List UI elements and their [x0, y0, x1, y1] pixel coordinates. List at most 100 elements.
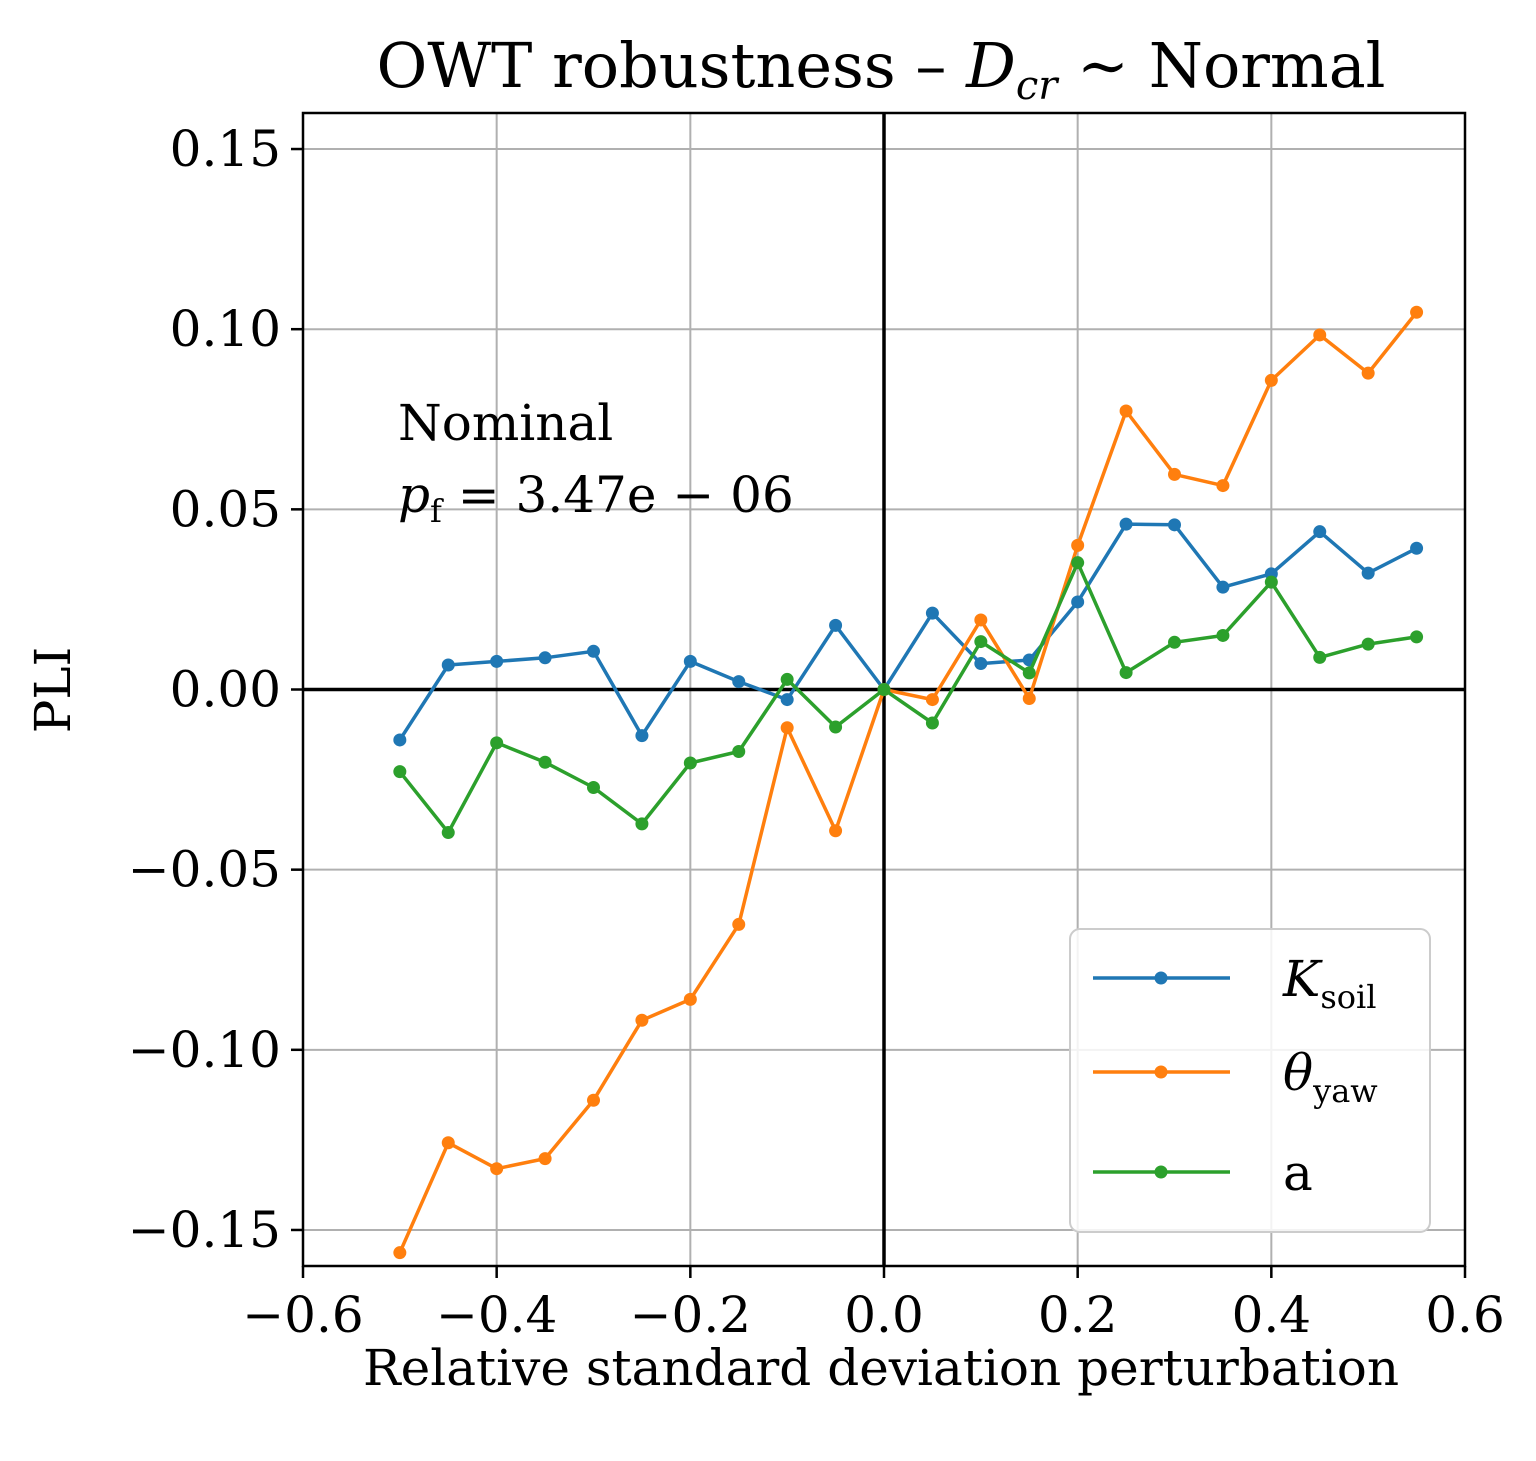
data-point	[490, 654, 504, 668]
data-point	[1168, 467, 1181, 481]
data-point	[635, 729, 649, 743]
y-tick-label: 0.00	[170, 661, 281, 719]
series-a	[393, 556, 1424, 840]
data-point	[1410, 541, 1424, 555]
data-point	[732, 744, 746, 758]
legend-label-k-soil: Ksoil	[1282, 950, 1377, 1016]
data-point	[1071, 556, 1085, 570]
data-point	[393, 1246, 407, 1260]
data-point	[1071, 595, 1085, 609]
data-point	[732, 675, 746, 689]
x-tick-label: −0.4	[436, 1286, 557, 1344]
legend-label-theta-yaw: θyaw	[1283, 1044, 1378, 1110]
y-tick-label: 0.10	[170, 300, 281, 358]
data-point	[683, 756, 697, 770]
data-point	[635, 817, 649, 831]
y-tick-label: 0.15	[170, 120, 281, 178]
legend-marker-a	[1154, 1165, 1168, 1179]
data-point	[683, 992, 697, 1006]
data-point	[393, 765, 407, 779]
data-point	[974, 657, 988, 671]
data-point	[1168, 518, 1181, 532]
data-point	[1216, 479, 1230, 493]
data-point	[1313, 328, 1327, 342]
data-point	[441, 1136, 455, 1150]
chart-title: OWT robustness – Dcr ∼ Normal	[376, 29, 1385, 109]
data-point	[1071, 538, 1085, 552]
data-point	[925, 693, 939, 707]
data-point	[1361, 566, 1375, 580]
data-point	[1264, 373, 1278, 387]
y-tick-label: 0.05	[170, 480, 281, 538]
legend-marker-k-soil	[1154, 971, 1168, 985]
data-point	[490, 736, 504, 750]
y-tick-label: −0.10	[128, 1021, 281, 1079]
data-point	[1022, 666, 1036, 680]
legend-item-k-soil: Ksoil	[1093, 950, 1377, 1016]
data-point	[1216, 628, 1230, 642]
x-tick-label: 0.2	[1038, 1286, 1118, 1344]
data-point	[538, 1152, 552, 1166]
legend-box	[1069, 928, 1431, 1233]
data-point	[925, 716, 939, 730]
data-point	[1022, 692, 1036, 706]
x-tick-label: −0.6	[242, 1286, 363, 1344]
data-point	[393, 733, 407, 747]
y-tick-label: −0.05	[128, 841, 281, 899]
data-point	[974, 635, 988, 649]
data-point	[780, 672, 794, 686]
data-point	[1361, 637, 1375, 651]
x-tick-label: 0.4	[1232, 1286, 1312, 1344]
data-point	[1410, 630, 1424, 644]
data-point	[780, 693, 794, 707]
series-layer	[393, 305, 1424, 1260]
x-axis-ticks: −0.6 −0.4 −0.2 0.0 0.2 0.4 0.6	[242, 1266, 1505, 1344]
y-axis-ticks: −0.15 −0.10 −0.05 0.00 0.05 0.10 0.15	[128, 120, 303, 1259]
series-line	[398, 522, 1418, 741]
data-point	[1119, 666, 1133, 680]
legend: Ksoil θyaw a	[1069, 928, 1431, 1233]
data-point	[587, 644, 600, 658]
data-point	[1119, 517, 1133, 531]
data-point	[829, 618, 843, 632]
y-axis-label: PLI	[24, 647, 82, 734]
data-point	[587, 1093, 600, 1107]
nominal-annotation: Nominal pf = 3.47e − 06	[398, 394, 794, 530]
series-line	[398, 560, 1417, 835]
x-tick-label: 0.0	[844, 1286, 924, 1344]
data-point	[1168, 635, 1181, 649]
data-point	[538, 755, 552, 769]
data-point	[829, 824, 843, 838]
series-line	[398, 311, 1418, 1254]
legend-item-theta-yaw: θyaw	[1093, 1044, 1378, 1110]
data-point	[1410, 305, 1424, 319]
x-axis-label: Relative standard deviation perturbation	[363, 1339, 1399, 1397]
x-tick-label: −0.2	[630, 1286, 751, 1344]
legend-label-a: a	[1283, 1144, 1313, 1202]
legend-item-a: a	[1093, 1144, 1313, 1202]
data-point	[1361, 366, 1375, 380]
legend-marker-theta-yaw	[1154, 1065, 1168, 1079]
data-point	[1264, 575, 1278, 589]
data-point	[441, 658, 455, 672]
data-point	[877, 683, 891, 696]
data-point	[1216, 580, 1230, 594]
data-point	[587, 781, 600, 795]
annotation-line-1: Nominal	[398, 394, 613, 452]
annotation-line-2: pf = 3.47e − 06	[398, 466, 794, 530]
data-point	[732, 917, 746, 931]
data-point	[829, 720, 843, 734]
data-point	[683, 654, 697, 668]
data-point	[538, 651, 552, 665]
data-point	[1119, 404, 1133, 418]
data-point	[441, 826, 455, 840]
data-point	[1313, 650, 1327, 664]
data-point	[974, 613, 988, 627]
y-tick-label: −0.15	[128, 1201, 281, 1259]
data-point	[1313, 525, 1327, 539]
data-point	[635, 1013, 649, 1027]
x-tick-label: 0.6	[1425, 1286, 1505, 1344]
data-point	[780, 721, 794, 735]
data-point	[925, 606, 939, 620]
